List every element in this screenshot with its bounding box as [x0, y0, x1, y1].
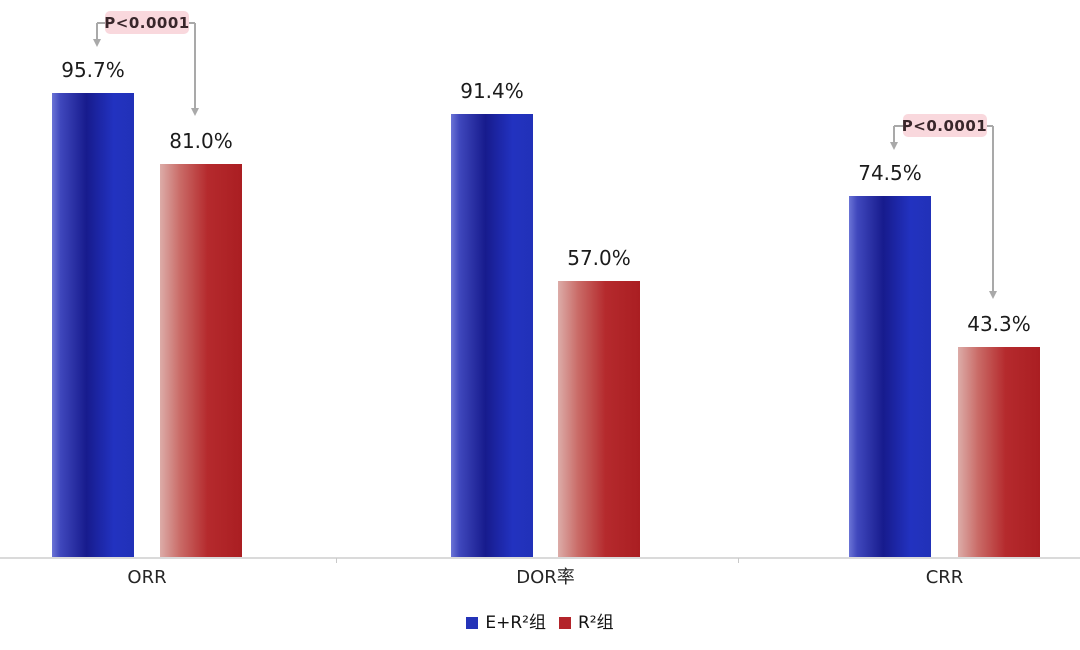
annotation-arrow-line-left-ORR [96, 23, 98, 40]
bar-r2-group-2 [558, 281, 640, 557]
annotation-arrow-line-left-CRR [893, 126, 895, 143]
x-axis-tick-2 [738, 558, 740, 563]
annotation-arrow-line-right-ORR [194, 23, 196, 109]
category-label-3: CRR [925, 567, 964, 588]
value-label-e-plus-r2-group-1: 95.7% [61, 58, 125, 82]
x-axis-line [0, 557, 1080, 559]
bar-e-plus-r2-group-2 [451, 114, 533, 557]
value-label-r2-group-3: 43.3% [967, 312, 1031, 336]
down-arrowhead-icon [890, 142, 898, 150]
p-value-label-CRR: P<0.0001 [902, 114, 987, 137]
x-axis-tick-1 [336, 558, 338, 563]
p-value-label-ORR: P<0.0001 [104, 11, 189, 34]
down-arrowhead-icon [93, 39, 101, 47]
bar-r2-group-1 [160, 164, 242, 557]
annotation-arrow-line-right-CRR [992, 126, 994, 292]
legend-item-2: R²组 [558, 613, 614, 633]
down-arrowhead-icon [989, 291, 997, 299]
legend-swatch-icon [558, 617, 571, 629]
legend-item-1: E+R²组 [466, 613, 546, 633]
legend-swatch-icon [466, 617, 479, 629]
value-label-e-plus-r2-group-2: 91.4% [460, 79, 524, 103]
down-arrowhead-icon [191, 108, 199, 116]
value-label-e-plus-r2-group-3: 74.5% [858, 161, 922, 185]
value-label-r2-group-1: 81.0% [169, 129, 233, 153]
category-label-2: DOR率 [516, 567, 575, 588]
bar-r2-group-3 [958, 347, 1040, 557]
legend-label: E+R²组 [485, 613, 546, 633]
category-label-1: ORR [127, 567, 167, 588]
legend-label: R²组 [577, 613, 614, 633]
legend: E+R²组 R²组 [0, 613, 1080, 633]
bar-e-plus-r2-group-1 [52, 93, 134, 557]
value-label-r2-group-2: 57.0% [567, 246, 631, 270]
bar-e-plus-r2-group-3 [849, 196, 931, 557]
